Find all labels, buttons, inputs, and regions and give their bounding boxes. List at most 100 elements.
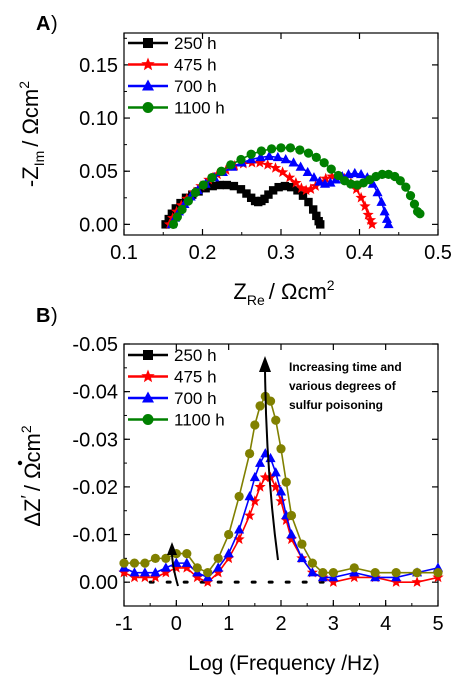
- annotation-line-2: various degrees of: [289, 379, 397, 393]
- data-point: [285, 533, 298, 545]
- data-point: [270, 467, 281, 477]
- data-point: [255, 401, 265, 411]
- data-point: [161, 220, 170, 229]
- data-point: [355, 191, 367, 203]
- data-point: [271, 415, 281, 425]
- data-point: [367, 178, 378, 188]
- data-point: [405, 191, 416, 201]
- data-point: [390, 576, 402, 587]
- arrow-main-line: [264, 367, 279, 561]
- data-point: [254, 481, 266, 492]
- legend-label: 250 h: [174, 34, 217, 53]
- panel-b-arrows: [167, 356, 279, 587]
- panel-a-label-paren: ): [51, 13, 58, 35]
- annotation-line-3: sulfur poisoning: [289, 398, 383, 412]
- data-point: [129, 558, 140, 568]
- data-point: [391, 568, 401, 578]
- panel-a-y-label-main: -Z: [18, 166, 43, 187]
- data-point: [303, 148, 314, 158]
- data-point: [224, 529, 234, 540]
- y-tick-label: 0.10: [79, 108, 118, 130]
- y-tick-label: 0.00: [79, 572, 118, 594]
- data-point: [203, 568, 213, 578]
- panel-a-x-label-main: Z: [233, 279, 246, 304]
- data-point: [244, 448, 255, 459]
- panel-a-x-label-sup: 2: [327, 277, 335, 293]
- data-point: [236, 185, 246, 194]
- annotation-line-1: Increasing time and: [289, 360, 402, 374]
- data-point: [409, 199, 420, 209]
- series-line: [123, 452, 439, 579]
- series-1100-h: [119, 391, 443, 578]
- data-point: [255, 151, 266, 162]
- data-point: [150, 567, 161, 577]
- data-point: [395, 176, 405, 186]
- data-point: [286, 529, 297, 539]
- panel-b: B ) -1 0 1 2 3 4 5 0.00 -0.01 -0.02 -0.03 -0.04 -0.0…: [17, 305, 444, 675]
- data-point: [269, 162, 282, 173]
- data-point: [314, 176, 325, 186]
- data-point: [272, 151, 283, 162]
- legend-label: 700 h: [174, 77, 217, 96]
- data-point: [160, 566, 172, 578]
- y-tick-label: -0.01: [72, 525, 118, 547]
- x-tick-label: 0.2: [189, 242, 217, 264]
- data-point: [250, 420, 260, 430]
- data-point: [208, 181, 217, 191]
- data-point: [139, 571, 151, 583]
- data-point: [161, 553, 171, 563]
- data-point: [308, 205, 318, 214]
- legend-marker: [142, 79, 154, 91]
- data-point: [298, 191, 308, 200]
- data-point: [276, 444, 286, 454]
- data-point: [401, 182, 411, 192]
- data-point: [280, 514, 292, 525]
- data-point: [359, 200, 371, 212]
- data-point: [249, 495, 261, 506]
- data-point: [325, 177, 336, 187]
- data-point: [129, 567, 140, 577]
- data-point: [288, 157, 299, 167]
- panel-a-legend: 250 h 475 h 700 h 1100 h: [128, 34, 225, 118]
- data-point: [164, 214, 173, 224]
- data-point: [305, 183, 317, 194]
- data-point: [216, 166, 226, 176]
- data-point: [270, 481, 282, 492]
- data-point: [213, 562, 224, 572]
- data-point: [356, 168, 367, 179]
- data-point: [264, 190, 273, 199]
- data-point: [275, 495, 287, 506]
- data-point: [295, 182, 307, 193]
- data-point: [285, 143, 296, 153]
- data-point: [172, 212, 183, 222]
- legend-marker: [141, 369, 155, 383]
- data-point: [128, 571, 141, 583]
- data-point: [370, 568, 380, 578]
- data-point: [242, 189, 251, 198]
- panel-b-y-label-main: ΔZ: [20, 499, 45, 527]
- legend-label: 475 h: [174, 56, 217, 75]
- data-point: [286, 510, 297, 521]
- x-tick-label: 0.3: [267, 242, 295, 264]
- panel-a: A ) 0.1 0.2 0.3 0.4 0.5 0.00 0.05 0.10 0.15 250 …: [16, 13, 452, 308]
- x-tick-label: 0: [171, 613, 182, 635]
- data-point: [212, 566, 224, 578]
- data-point: [249, 471, 260, 482]
- legend-marker: [142, 414, 154, 425]
- panel-a-ticks: 0.1 0.2 0.3 0.4 0.5 0.00 0.05 0.10 0.15: [79, 33, 452, 264]
- data-point: [259, 471, 271, 483]
- x-tick-label: 3: [328, 613, 339, 635]
- legend-label: 1100 h: [174, 99, 225, 118]
- panel-b-y-label-tail: / Ωcm: [20, 433, 45, 491]
- panel-a-data: [161, 143, 425, 230]
- data-point: [226, 160, 236, 170]
- legend-label: 1100 h: [174, 411, 225, 430]
- data-point: [280, 154, 291, 164]
- data-point: [181, 557, 192, 567]
- legend-marker: [143, 350, 153, 360]
- data-point: [167, 209, 177, 218]
- y-tick-label: 0.00: [79, 214, 118, 236]
- data-point: [348, 571, 360, 583]
- x-tick-label: 0.1: [110, 242, 138, 264]
